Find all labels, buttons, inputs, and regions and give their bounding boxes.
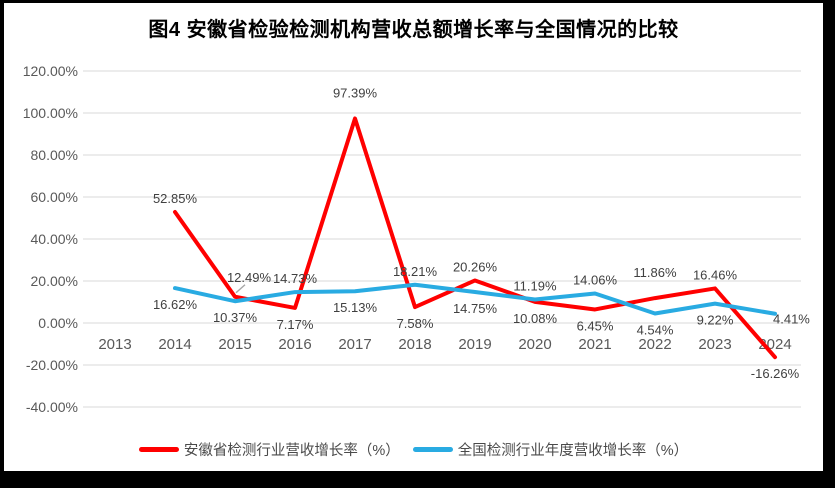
data-label: 14.73%: [273, 271, 318, 286]
y-axis-tick-label: 100.00%: [23, 105, 78, 121]
chart-title: 图4 安徽省检验检测机构营收总额增长率与全国情况的比较: [148, 19, 679, 41]
data-label: 7.17%: [277, 317, 314, 332]
data-label: 52.85%: [153, 191, 198, 206]
data-label: 11.19%: [513, 279, 557, 294]
x-axis-tick-label: 2017: [338, 336, 371, 353]
y-axis-tick-label: 20.00%: [31, 273, 78, 289]
data-label: 14.06%: [573, 272, 618, 287]
series-line-0: [173, 116, 777, 360]
x-axis-tick-label: 2022: [638, 336, 671, 353]
data-label: 97.39%: [333, 85, 378, 100]
data-label: 12.49%: [227, 270, 272, 285]
legend-swatch-national-line: [412, 446, 453, 452]
data-label: 11.86%: [633, 265, 677, 280]
y-axis-tick-label: 120.00%: [23, 63, 78, 79]
data-label: 15.13%: [333, 300, 378, 315]
data-label: 14.75%: [453, 301, 498, 316]
chart-legend: 安徽省检测行业营收增长率（%） 全国检测行业年度营收增长率（%）: [4, 438, 823, 460]
data-label: 20.26%: [453, 259, 498, 274]
legend-label-national: 全国检测行业年度营收增长率（%）: [457, 442, 689, 459]
x-axis-tick-label: 2018: [398, 336, 431, 353]
y-axis-tick-label: -20.00%: [26, 357, 78, 373]
x-axis-tick-label: 2014: [158, 336, 191, 353]
y-axis-tick-label: 0.00%: [38, 315, 78, 331]
data-label: 10.08%: [513, 311, 558, 326]
series-line-1: [173, 282, 777, 316]
x-axis-tick-label: 2019: [458, 336, 491, 353]
legend-swatch-anhui-line: [138, 446, 179, 452]
leader-line: [235, 284, 246, 294]
data-label: 9.22%: [697, 313, 734, 328]
data-label: 4.41%: [773, 312, 810, 327]
x-axis-tick-label: 2015: [218, 336, 251, 353]
data-label: 18.21%: [393, 264, 438, 279]
x-axis-tick-label: 2016: [278, 336, 311, 353]
data-label: 7.58%: [397, 316, 434, 331]
legend-label-anhui: 安徽省检测行业营收增长率（%）: [183, 442, 400, 459]
x-axis-tick-label: 2013: [98, 336, 131, 353]
data-label: 4.54%: [637, 322, 674, 337]
y-axis-tick-label: 60.00%: [31, 189, 78, 205]
chart-background: [4, 3, 823, 471]
legend-item-national: 全国检测行业年度营收增长率（%）: [412, 439, 689, 460]
y-axis-tick-label: -40.00%: [26, 399, 78, 415]
data-label: 16.46%: [693, 267, 738, 282]
data-label: 10.37%: [213, 310, 258, 325]
y-axis-tick-label: 40.00%: [31, 231, 78, 247]
x-axis-tick-label: 2023: [698, 336, 731, 353]
data-label: 6.45%: [577, 318, 614, 333]
data-label: -16.26%: [751, 366, 800, 381]
y-axis-tick-label: 80.00%: [31, 147, 78, 163]
x-axis-tick-label: 2020: [518, 336, 551, 353]
data-label: 16.62%: [153, 297, 198, 312]
legend-item-anhui: 安徽省检测行业营收增长率（%）: [138, 439, 400, 460]
x-axis-tick-label: 2021: [578, 336, 611, 353]
